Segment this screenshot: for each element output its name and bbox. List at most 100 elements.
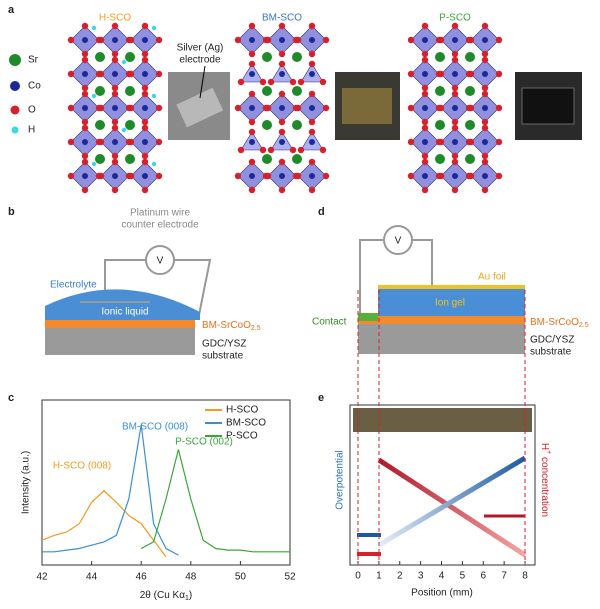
ionic-liquid-label: Ionic liquid	[101, 307, 148, 318]
co-atom	[142, 173, 148, 179]
panel-e: 0 1 2 3 4 5 6 7 8 Position (mm) Overpotential H+ co…	[335, 404, 552, 599]
o-atom	[81, 158, 89, 166]
co-atom	[142, 105, 148, 111]
o-atom	[111, 186, 119, 194]
o-atom	[289, 78, 297, 86]
co-atom	[482, 139, 488, 145]
co-atom	[82, 173, 88, 179]
o-atom	[481, 118, 489, 126]
wire-label: counter electrode	[121, 220, 199, 231]
o-atom	[259, 146, 267, 154]
structure-title: H-SCO	[99, 13, 131, 24]
x-tick-label: 0	[355, 571, 361, 582]
o-atom	[127, 172, 135, 180]
o-atom	[289, 146, 297, 154]
o-atom	[264, 172, 272, 180]
wire	[412, 239, 433, 287]
o-atom	[111, 22, 119, 30]
substrate	[45, 328, 195, 355]
au-foil	[378, 285, 525, 289]
o-atom	[451, 186, 459, 194]
o-atom	[81, 50, 89, 58]
co-atom	[82, 139, 88, 145]
y-label-part: H	[539, 443, 550, 450]
co-atom	[82, 105, 88, 111]
x-tick-label: 48	[185, 572, 197, 583]
co-atom	[82, 37, 88, 43]
o-atom	[451, 56, 459, 64]
o-atom	[437, 36, 445, 44]
film-label: BM-SrCoO2.5	[202, 320, 261, 332]
co-atom	[142, 37, 148, 43]
legend-sr	[9, 54, 21, 66]
co-atom	[422, 173, 428, 179]
o-atom	[278, 158, 286, 166]
o-atom	[67, 36, 75, 44]
o-atom	[481, 124, 489, 132]
co-atom	[112, 37, 118, 43]
o-atom	[495, 172, 503, 180]
o-atom	[141, 152, 149, 160]
panel-label: e	[318, 392, 324, 404]
co-atom	[309, 71, 315, 77]
legend-label: O	[28, 105, 36, 116]
o-atom	[294, 172, 302, 180]
marker	[357, 552, 381, 556]
o-atom	[467, 36, 475, 44]
co-atom	[452, 105, 458, 111]
co-atom	[422, 105, 428, 111]
co-atom	[279, 105, 285, 111]
panel-label: c	[8, 392, 14, 404]
co-atom	[112, 105, 118, 111]
o-atom	[111, 50, 119, 58]
o-atom	[127, 70, 135, 78]
co-atom	[482, 71, 488, 77]
o-atom	[81, 22, 89, 30]
o-atom	[278, 90, 286, 98]
o-atom	[451, 90, 459, 98]
o-atom	[421, 152, 429, 160]
o-atom	[81, 118, 89, 126]
film-label: BM-SrCoO2.5	[530, 317, 589, 329]
concentration-line	[377, 457, 527, 558]
film	[358, 316, 525, 324]
o-atom	[308, 186, 316, 194]
o-atom	[495, 104, 503, 112]
substrate-label: GDC/YSZ	[530, 335, 574, 346]
marker	[357, 533, 381, 537]
substrate-label: substrate	[202, 351, 244, 362]
legend-label: H-SCO	[226, 405, 258, 416]
o-atom	[451, 22, 459, 30]
co-atom	[112, 71, 118, 77]
o-atom	[155, 104, 163, 112]
co-atom	[482, 37, 488, 43]
y-left-label: Overpotential	[335, 450, 346, 509]
o-atom	[111, 158, 119, 166]
o-atom	[248, 118, 256, 126]
co-atom	[142, 139, 148, 145]
o-atom	[481, 186, 489, 194]
o-atom	[248, 22, 256, 30]
co-atom	[452, 37, 458, 43]
o-atom	[141, 118, 149, 126]
x-label-sub: 1	[185, 595, 189, 602]
legend-o	[10, 105, 20, 115]
o-atom	[67, 104, 75, 112]
sample	[176, 87, 224, 128]
electrode-label: Silver (Ag)	[177, 43, 224, 54]
film	[45, 320, 195, 328]
o-atom	[248, 60, 256, 68]
x-tick-label: 52	[284, 572, 296, 583]
h-atom	[151, 161, 157, 167]
o-atom	[278, 50, 286, 58]
o-atom	[81, 124, 89, 132]
sample	[342, 88, 392, 124]
co-atom	[422, 71, 428, 77]
o-atom	[67, 138, 75, 146]
co-atom	[249, 105, 255, 111]
film-text: BM-SrCoO	[202, 320, 251, 331]
co-atom	[249, 139, 255, 145]
o-atom	[437, 104, 445, 112]
co-atom	[279, 139, 285, 145]
o-atom	[322, 104, 330, 112]
